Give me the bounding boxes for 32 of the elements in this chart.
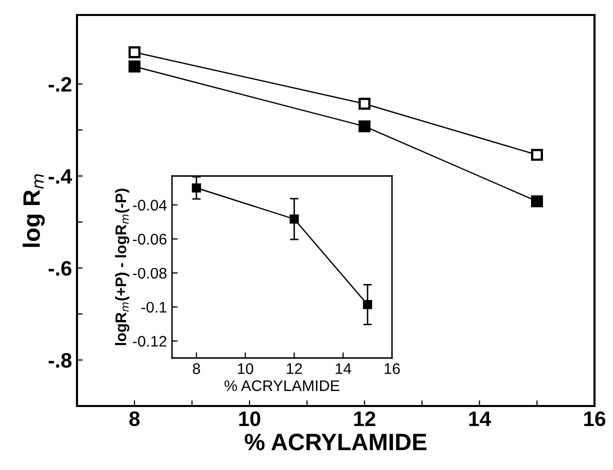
y-tick-label: -0.1 <box>141 302 166 313</box>
y-axis-title: logR$_{m}$(+P) - logR$_{m}$(-P) <box>115 188 130 346</box>
y-axis-title: log R$_{m}$ <box>22 174 45 247</box>
point <box>128 60 140 72</box>
x-tick-label: 10 <box>239 411 260 426</box>
x-tick-label: 14 <box>469 412 491 426</box>
x-tick-label: 8 <box>129 411 140 426</box>
y-tick-label: -0.04 <box>133 200 167 211</box>
x-tick-label: 16 <box>584 411 606 426</box>
y-tick-label: -.8 <box>48 353 72 368</box>
y-tick-label: -.2 <box>48 77 72 92</box>
y-tick-label: -.4 <box>48 169 72 184</box>
point <box>290 214 299 224</box>
y-tick-label: -.6 <box>48 261 72 276</box>
x-tick-label: 12 <box>354 411 376 426</box>
y-tick-label: -0.08 <box>133 268 166 279</box>
point <box>531 195 543 208</box>
point <box>358 120 370 132</box>
x-tick-label: 12 <box>286 363 302 374</box>
x-tick-label: 8 <box>192 363 200 374</box>
point <box>358 98 370 110</box>
point <box>362 300 372 310</box>
x-axis-title: % ACRYLAMIDE <box>224 380 340 392</box>
y-tick-label: -0.06 <box>133 234 166 245</box>
y-tick-label: -0.12 <box>133 336 166 347</box>
x-axis-title: % ACRYLAMIDE <box>244 434 426 450</box>
point <box>531 148 543 161</box>
x-tick-label: 14 <box>336 363 352 374</box>
x-tick-label: 16 <box>384 363 400 374</box>
x-tick-label: 10 <box>238 363 254 374</box>
point <box>192 183 202 192</box>
point <box>128 46 140 58</box>
